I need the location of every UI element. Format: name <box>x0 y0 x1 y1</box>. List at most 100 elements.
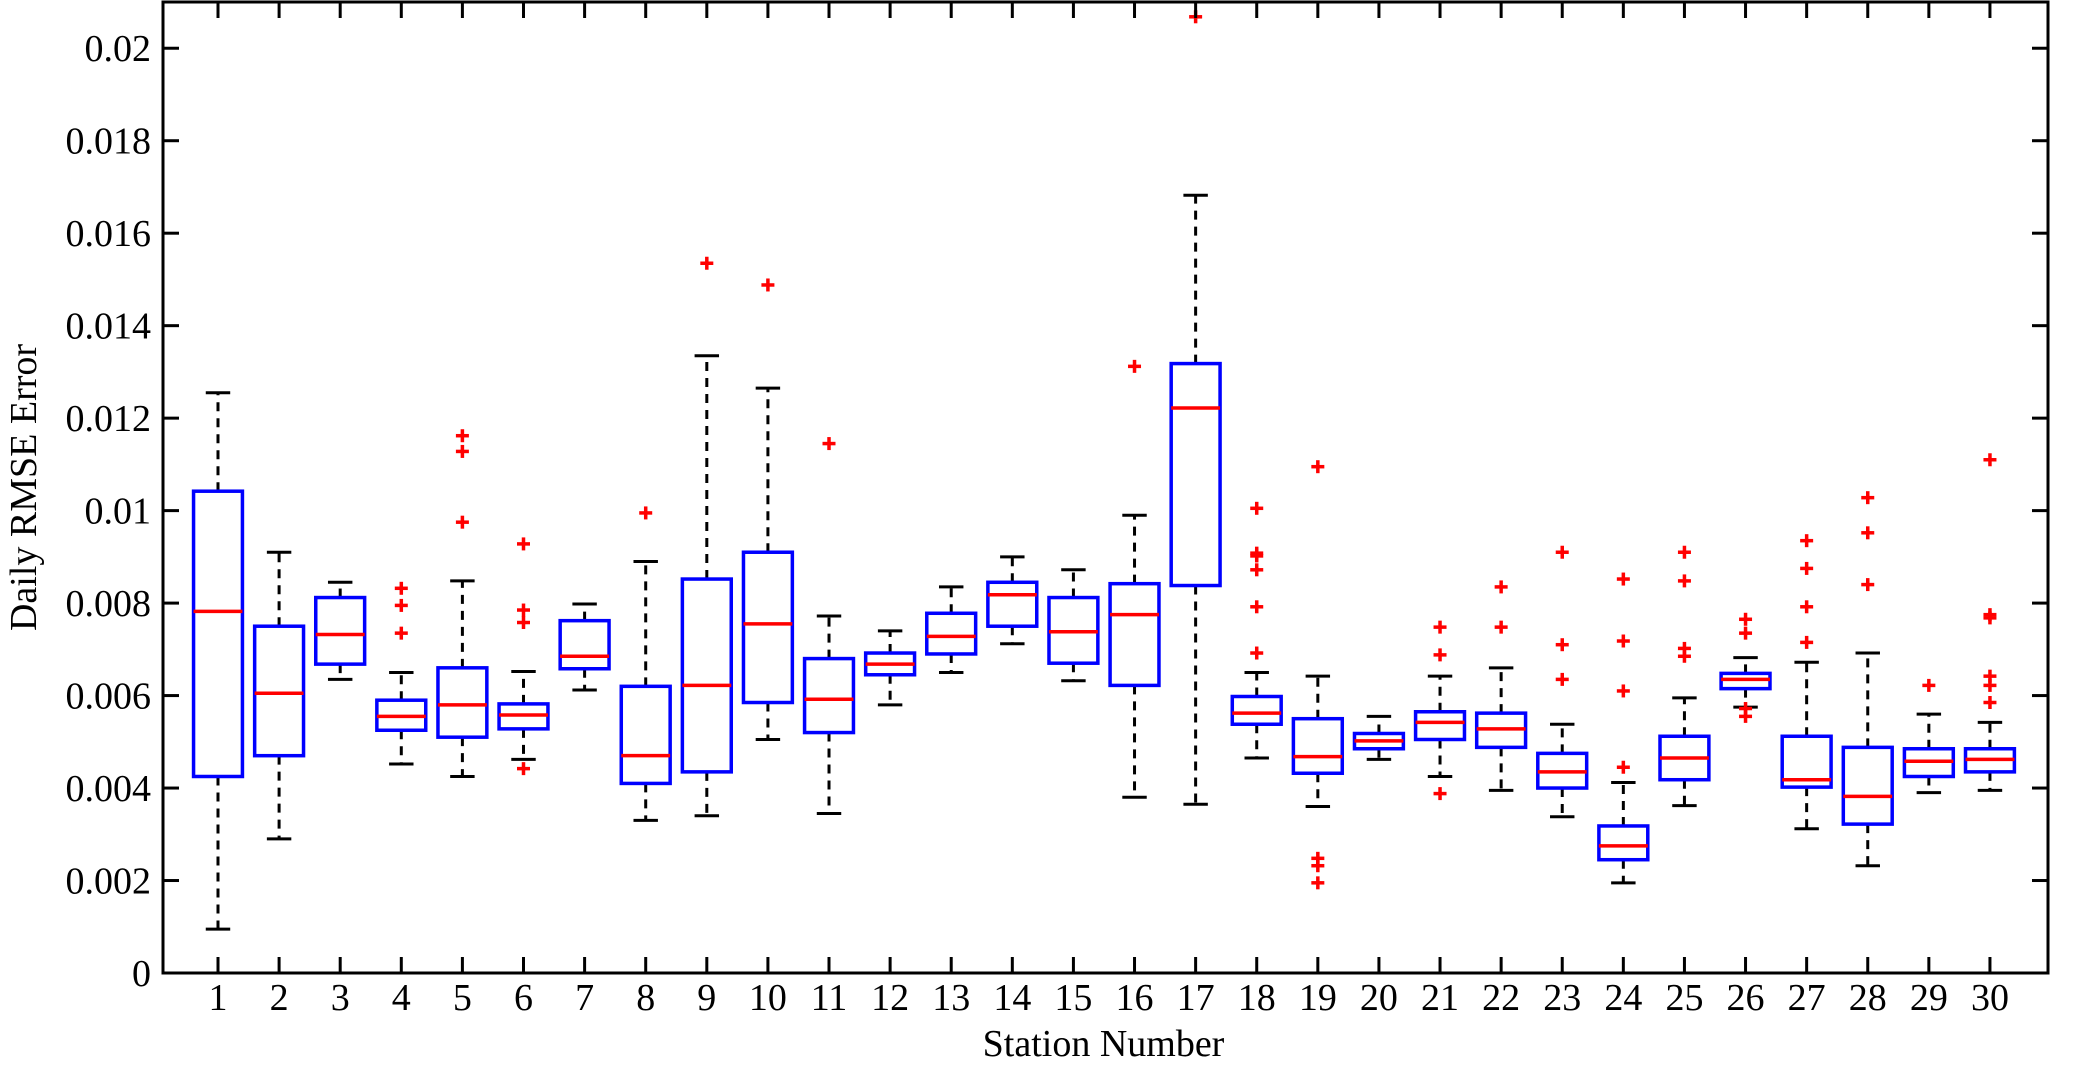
outlier-marker <box>1250 646 1264 660</box>
outlier-marker <box>1861 578 1875 592</box>
outlier-marker <box>1616 760 1630 774</box>
outlier-marker <box>1433 787 1447 801</box>
y-axis-title: Daily RMSE Error <box>3 344 45 631</box>
outlier-marker <box>761 278 775 292</box>
outlier-marker <box>517 537 531 551</box>
iqr-box <box>619 684 672 786</box>
outlier-marker <box>1616 572 1630 586</box>
box-group <box>802 437 856 815</box>
y-tick-label: 0.014 <box>66 306 152 348</box>
x-tick-label: 10 <box>749 977 787 1019</box>
outlier-marker <box>1800 561 1814 575</box>
outlier-marker <box>1677 545 1691 559</box>
box-group <box>1780 534 1833 831</box>
x-tick-label: 1 <box>208 977 227 1019</box>
y-tick-label: 0.012 <box>66 398 152 440</box>
iqr-box <box>1230 694 1283 726</box>
outlier-marker <box>1739 702 1753 716</box>
y-tick-label: 0.004 <box>66 768 152 810</box>
x-tick-label: 4 <box>392 977 411 1019</box>
iqr-box <box>680 577 733 774</box>
x-tick-label: 2 <box>270 977 289 1019</box>
outlier-marker <box>1800 600 1814 614</box>
iqr-box <box>314 595 367 666</box>
x-tick-label: 17 <box>1177 977 1215 1019</box>
box-group <box>619 506 672 822</box>
iqr-box <box>558 618 611 671</box>
box-group <box>925 585 978 674</box>
iqr-box <box>1841 745 1894 826</box>
outlier-marker <box>1739 612 1753 626</box>
x-tick-label: 13 <box>932 977 970 1019</box>
box-group <box>436 429 489 778</box>
x-tick-label: 19 <box>1299 977 1337 1019</box>
outlier-marker <box>1800 534 1814 548</box>
outlier-marker <box>1983 669 1997 683</box>
box-group <box>680 256 733 818</box>
x-tick-label: 29 <box>1910 977 1948 1019</box>
outlier-marker <box>1250 501 1264 515</box>
outlier-marker <box>1311 460 1325 474</box>
outlier-marker <box>394 598 408 612</box>
outlier-marker <box>1311 851 1325 865</box>
outlier-marker <box>394 626 408 640</box>
outlier-marker <box>1922 678 1936 692</box>
box-group <box>191 391 245 931</box>
box-group <box>252 550 306 841</box>
outlier-marker <box>517 616 531 630</box>
box-group <box>1536 545 1589 819</box>
y-tick-label: 0 <box>132 953 151 995</box>
outlier-marker <box>1250 546 1264 560</box>
outlier-marker <box>700 256 714 270</box>
box-group <box>1841 491 1894 868</box>
x-tick-label: 12 <box>871 977 909 1019</box>
iqr-box <box>802 656 856 735</box>
box-group <box>1719 612 1772 723</box>
y-tick-label: 0.016 <box>66 213 152 255</box>
x-tick-label: 23 <box>1543 977 1581 1019</box>
outlier-marker <box>639 506 653 520</box>
outlier-marker <box>1433 648 1447 662</box>
outlier-marker <box>1250 600 1264 614</box>
outlier-marker <box>1861 526 1875 540</box>
outlier-marker <box>1494 620 1508 634</box>
x-tick-label: 7 <box>575 977 594 1019</box>
outlier-marker <box>1494 580 1508 594</box>
outlier-marker <box>1861 491 1875 505</box>
box-group <box>1597 572 1650 885</box>
iqr-box <box>436 666 489 739</box>
x-tick-label: 5 <box>453 977 472 1019</box>
x-tick-label: 30 <box>1971 977 2009 1019</box>
box-group <box>375 581 428 766</box>
outlier-marker <box>1555 672 1569 686</box>
box-group <box>558 602 611 692</box>
box-group <box>314 580 367 681</box>
x-tick-label: 11 <box>811 977 848 1019</box>
x-tick-label: 9 <box>697 977 716 1019</box>
iqr-box <box>252 624 306 758</box>
iqr-box <box>1597 824 1650 862</box>
x-tick-label: 18 <box>1238 977 1276 1019</box>
outlier-marker <box>455 515 469 529</box>
x-tick-label: 6 <box>514 977 533 1019</box>
outlier-marker <box>1433 620 1447 634</box>
y-tick-label: 0.018 <box>66 121 152 163</box>
box-group <box>986 555 1039 646</box>
outlier-marker <box>822 437 836 451</box>
iqr-box <box>925 611 978 656</box>
outlier-marker <box>517 762 531 776</box>
x-tick-label: 20 <box>1360 977 1398 1019</box>
box-group <box>1413 620 1467 801</box>
x-tick-label: 25 <box>1665 977 1703 1019</box>
iqr-box <box>741 550 795 705</box>
x-tick-label: 22 <box>1482 977 1520 1019</box>
x-tick-label: 15 <box>1054 977 1092 1019</box>
x-tick-label: 21 <box>1421 977 1459 1019</box>
y-tick-label: 0.006 <box>66 676 152 718</box>
iqr-box <box>1291 716 1345 776</box>
outlier-marker <box>1800 635 1814 649</box>
outlier-marker <box>517 603 531 617</box>
outlier-marker <box>1616 634 1630 648</box>
outlier-marker <box>455 429 469 443</box>
